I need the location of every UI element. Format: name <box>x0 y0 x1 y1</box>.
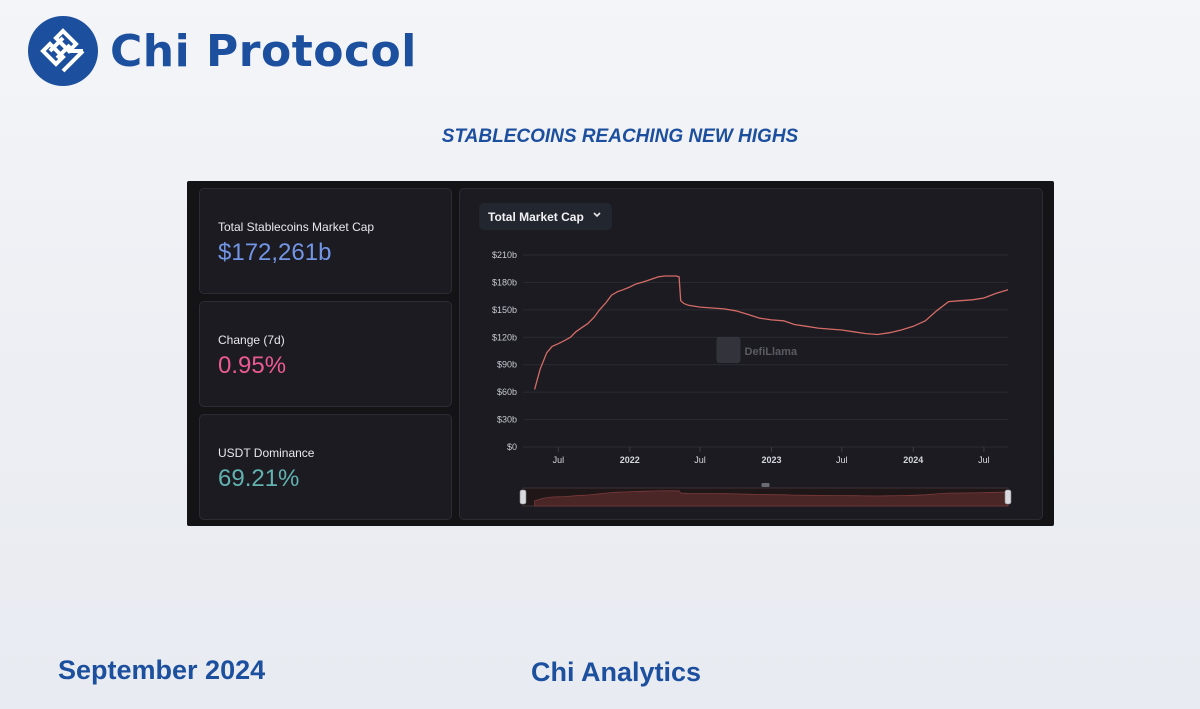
y-tick-label: $0 <box>507 442 517 452</box>
stat-card-change-7d: Change (7d) 0.95% <box>199 301 452 407</box>
chart-panel: Total Market Cap $0 $30b $60b $90b $120b $150… <box>459 188 1043 520</box>
y-tick-label: $210b <box>492 250 517 260</box>
watermark: DefiLlama <box>745 346 798 358</box>
y-tick-label: $150b <box>492 305 517 315</box>
y-tick-label: $60b <box>497 387 517 397</box>
stat-value: 69.21% <box>218 465 300 492</box>
footer-date: September 2024 <box>58 655 266 685</box>
brush-handle-right <box>1004 489 1012 505</box>
llama-icon <box>716 337 741 363</box>
y-tick-label: $90b <box>497 360 517 370</box>
stat-value: 0.95% <box>218 352 287 379</box>
dashboard-screenshot: Total Stablecoins Market Cap $172,261b C… <box>187 181 1054 526</box>
stat-label: Total Stablecoins Market Cap <box>218 220 375 234</box>
x-tick-label: Jul <box>694 455 706 465</box>
metric-dropdown[interactable]: Total Market Cap <box>479 203 612 230</box>
footer-org: Chi Analytics <box>531 657 702 687</box>
stat-label: USDT Dominance <box>218 446 315 460</box>
stat-label: Change (7d) <box>218 333 285 347</box>
dropdown-label: Total Market Cap <box>488 209 584 224</box>
brush-area <box>534 490 1009 507</box>
y-tick-label: $30b <box>497 415 517 425</box>
brand-header: Chi Protocol <box>28 16 417 86</box>
x-tick-label: Jul <box>978 455 990 465</box>
chi-logo-icon <box>28 16 98 86</box>
chevron-down-icon <box>592 209 602 222</box>
y-tick-label: $180b <box>492 277 517 287</box>
market-cap-chart: $0 $30b $60b $90b $120b $150b $180b $210b Jul 202… <box>492 250 1012 507</box>
stat-card-market-cap: Total Stablecoins Market Cap $172,261b <box>199 188 452 294</box>
stat-card-usdt-dominance: USDT Dominance 69.21% <box>199 414 452 520</box>
series-line <box>533 275 1009 390</box>
x-tick-label: 2024 <box>903 455 923 465</box>
x-tick-label: Jul <box>836 455 848 465</box>
x-tick-label: 2022 <box>620 455 640 465</box>
x-tick-label: 2023 <box>762 455 782 465</box>
page-headline: STABLECOINS REACHING NEW HIGHS <box>441 126 799 147</box>
brush-handle-left <box>519 489 527 505</box>
x-tick-label: Jul <box>553 455 565 465</box>
y-tick-label: $120b <box>492 332 517 342</box>
brush-grip <box>761 483 770 487</box>
stat-value: $172,261b <box>218 239 332 266</box>
brand-name: Chi Protocol <box>110 25 417 77</box>
